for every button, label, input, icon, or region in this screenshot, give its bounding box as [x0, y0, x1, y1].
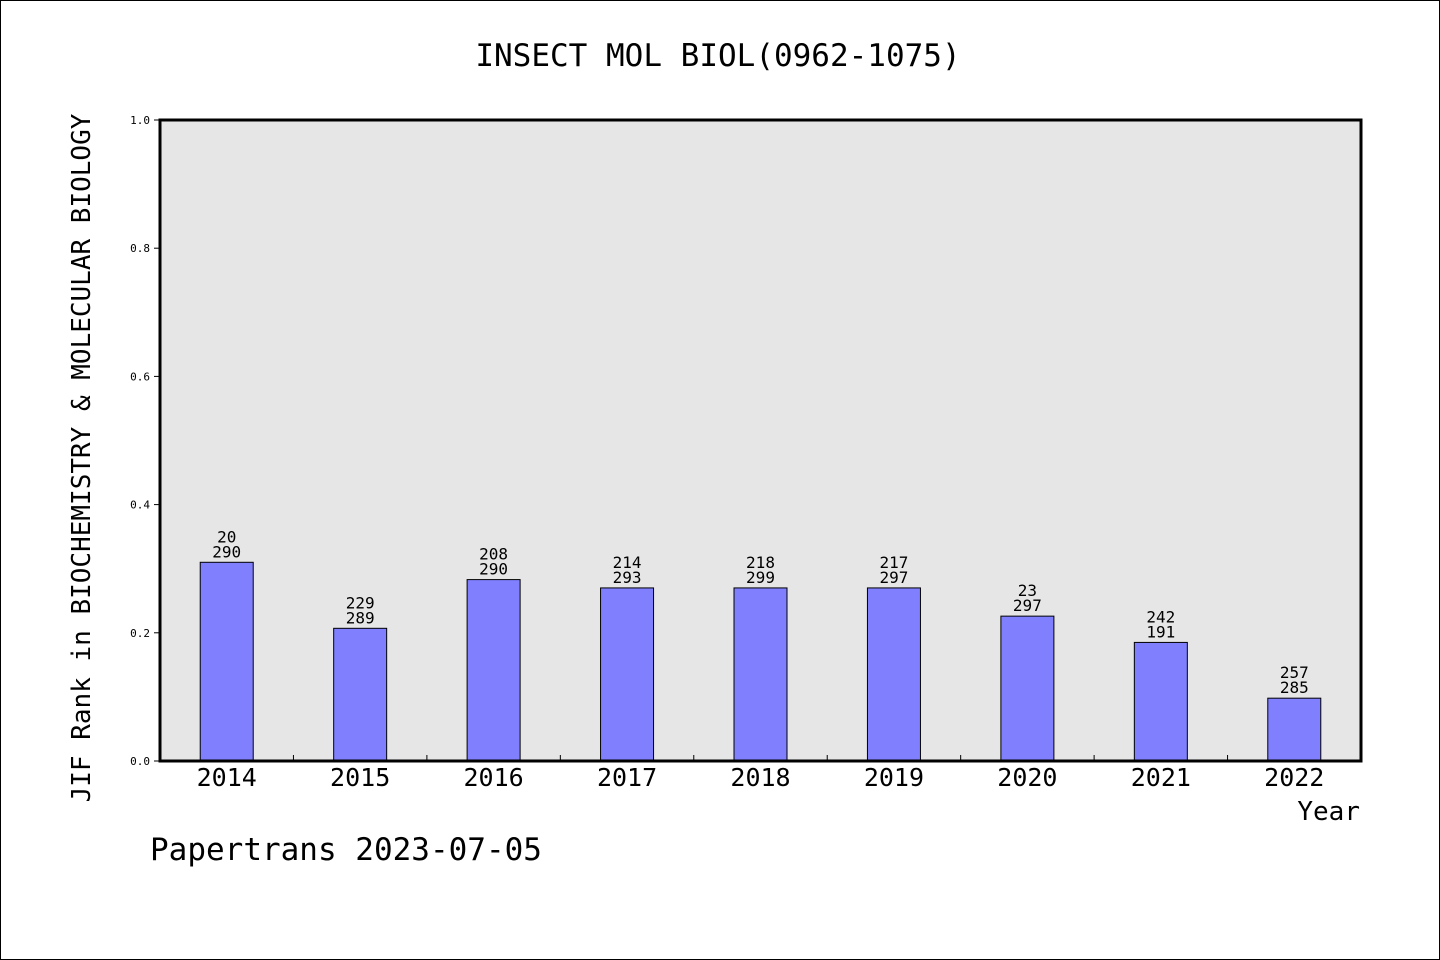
bar-2017 [600, 587, 655, 762]
rank-label-top-2019: 217 [879, 553, 908, 572]
rank-label-bottom-2019: 297 [879, 568, 908, 587]
rank-label-bottom-2018: 299 [746, 568, 775, 587]
x-tick-label-2021: 2021 [1131, 763, 1191, 792]
y-axis-label: JIF Rank in BIOCHEMISTRY & MOLECULAR BIO… [67, 113, 97, 802]
y-tick-label: 0.4 [130, 499, 150, 512]
x-tick-label-2017: 2017 [597, 763, 657, 792]
rank-label-top-2014: 20 [217, 527, 236, 546]
x-tick-label-2019: 2019 [864, 763, 924, 792]
bar-2020 [1000, 615, 1055, 762]
plot-border [158, 118, 1363, 763]
rank-label-top-2020: 23 [1018, 581, 1037, 600]
y-tick-label: 0.8 [130, 242, 150, 255]
rank-label-top-2021: 242 [1146, 607, 1175, 626]
bar-2021 [1133, 641, 1188, 762]
rank-label-bottom-2014: 290 [212, 542, 241, 561]
y-axis-ticks: 0.0 0.2 0.4 0.6 0.8 1.0 [130, 114, 160, 768]
footer-credit: Papertrans 2023-07-05 [150, 832, 542, 868]
bar-2018 [733, 587, 788, 762]
rank-label-bottom-2021: 191 [1146, 622, 1175, 641]
x-tick-label-2014: 2014 [197, 763, 257, 792]
rank-label-bottom-2015: 289 [346, 608, 375, 627]
x-tick-label-2015: 2015 [330, 763, 390, 792]
bar-2022 [1267, 697, 1322, 762]
rank-label-top-2017: 214 [613, 553, 642, 572]
x-tick-label-2020: 2020 [997, 763, 1057, 792]
bar-2014 [199, 561, 254, 762]
rank-label-bottom-2020: 297 [1013, 596, 1042, 615]
x-tick-label-2022: 2022 [1264, 763, 1324, 792]
x-tick-label-2018: 2018 [730, 763, 790, 792]
x-axis-label: Year [1297, 797, 1360, 827]
rank-label-top-2022: 257 [1280, 663, 1309, 682]
rank-label-bottom-2017: 293 [613, 568, 642, 587]
x-axis-ticks: 2014 2015 2016 2017 2018 2019 2020 2021 2022 [197, 755, 1324, 792]
chart-title: INSECT MOL BIOL(0962-1075) [475, 38, 960, 74]
bars-group [199, 561, 1322, 762]
bar-2016 [466, 579, 521, 762]
y-tick-label: 0.0 [130, 755, 150, 768]
rank-label-top-2015: 229 [346, 593, 375, 612]
x-tick-label-2016: 2016 [464, 763, 524, 792]
y-tick-label: 0.2 [130, 627, 150, 640]
rank-label-top-2016: 208 [479, 545, 508, 564]
y-tick-label: 1.0 [130, 114, 150, 127]
rank-label-top-2018: 218 [746, 553, 775, 572]
rank-label-bottom-2022: 285 [1280, 678, 1309, 697]
bar-2015 [333, 627, 388, 762]
y-tick-label: 0.6 [130, 370, 150, 383]
bar-2019 [866, 587, 921, 762]
rank-label-bottom-2016: 290 [479, 560, 508, 579]
